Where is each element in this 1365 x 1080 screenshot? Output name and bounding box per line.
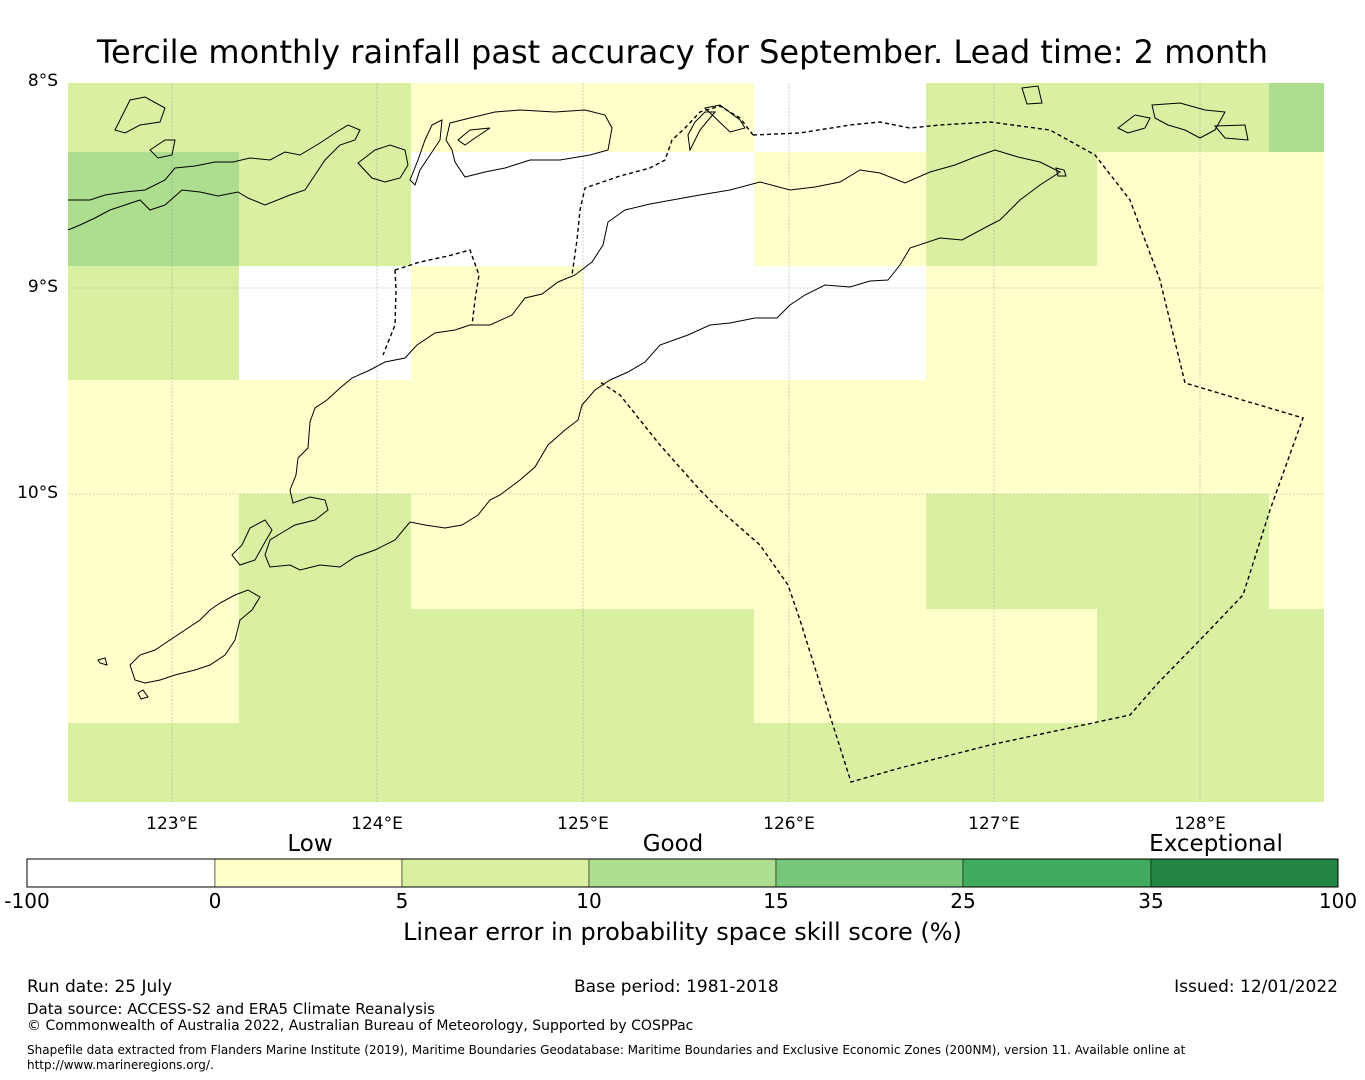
lon-label-125e: 125°E (557, 814, 609, 834)
grid-cell (68, 380, 1324, 494)
lat-label-10s: 10°S (17, 483, 58, 503)
shapefile-credit: Shapefile data extracted from Flanders M… (27, 1043, 1186, 1057)
category-good: Good (642, 831, 704, 857)
grid-cell (239, 494, 411, 609)
lat-label-9s: 9°S (27, 277, 58, 297)
colorbar-segment (588, 858, 777, 888)
lon-label-127e: 127°E (968, 814, 1020, 834)
chart-title: Tercile monthly rainfall past accuracy f… (96, 33, 1269, 71)
colorbar-segment (26, 858, 216, 888)
grid-cell (583, 266, 926, 380)
cb-tick-10: 10 (576, 889, 602, 913)
grid-cell (239, 609, 754, 723)
grid-cell (68, 609, 239, 723)
grid-cell (1097, 609, 1324, 723)
grid-cell (754, 83, 926, 152)
grid-cell (68, 83, 411, 152)
category-low: Low (287, 831, 333, 857)
grid-cell (926, 494, 1269, 609)
grid-cell (411, 494, 926, 609)
colorbar-segment (962, 858, 1152, 888)
grid-cell (1097, 152, 1324, 266)
maritime-boundary (382, 105, 1304, 783)
base-period: Base period: 1981-2018 (574, 977, 779, 997)
colorbar-label: Linear error in probability space skill … (403, 918, 962, 946)
cb-tick-5: 5 (395, 889, 409, 913)
data-source: Data source: ACCESS-S2 and ERA5 Climate … (27, 1000, 435, 1018)
cb-tick-100: 100 (1318, 889, 1358, 913)
copyright: © Commonwealth of Australia 2022, Austra… (27, 1018, 694, 1034)
grid-cell (754, 152, 926, 266)
cb-tick-25: 25 (950, 889, 976, 913)
grid-cell (1269, 494, 1324, 609)
coastlines (67, 85, 1249, 700)
run-date: Run date: 25 July (27, 977, 173, 997)
colorbar-segment (214, 858, 403, 888)
lon-label-126e: 126°E (763, 814, 815, 834)
cb-tick-0: 0 (208, 889, 222, 913)
cb-tick-35: 35 (1138, 889, 1164, 913)
colorbar (26, 858, 1339, 888)
category-exceptional: Exceptional (1149, 831, 1283, 857)
cb-tick-neg100: -100 (4, 889, 50, 913)
shapefile-url: http://www.marineregions.org/. (27, 1058, 214, 1072)
grid-cell (239, 266, 411, 380)
lon-label-123e: 123°E (146, 814, 198, 834)
grid-cell (926, 266, 1324, 380)
lat-label-8s: 8°S (27, 71, 58, 91)
grid-cell (239, 152, 411, 266)
graticule (68, 83, 1324, 802)
grid-cell (68, 494, 239, 609)
grid-cell (68, 723, 1324, 802)
lon-label-124e: 124°E (351, 814, 403, 834)
lon-label-128e: 128°E (1174, 814, 1226, 834)
issued-date: Issued: 12/01/2022 (1174, 977, 1338, 997)
grid-cell (926, 83, 1269, 152)
grid-cell (411, 152, 754, 266)
grid-cell (411, 83, 754, 152)
cb-tick-15: 15 (763, 889, 789, 913)
colorbar-segment (401, 858, 590, 888)
skill-grid (68, 83, 1324, 802)
colorbar-segment (1150, 858, 1339, 888)
colorbar-segment (775, 858, 964, 888)
grid-cell (68, 266, 239, 380)
grid-cell (754, 609, 1097, 723)
grid-cell (1269, 83, 1324, 152)
